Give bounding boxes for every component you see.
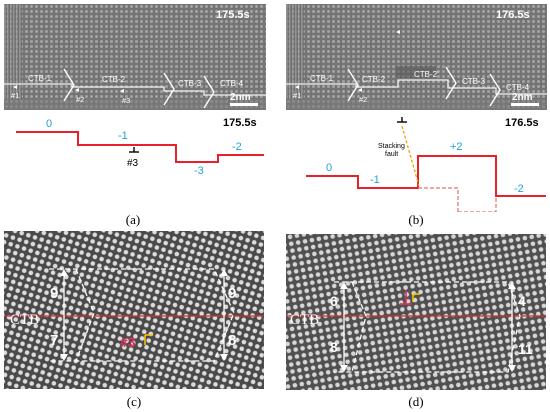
burgers-circuit [75,268,95,362]
ctb-label: CTB-3 [462,77,486,86]
atomic-count: 4 [518,293,526,309]
segment-divider-chevron [347,68,359,102]
marker-arrow-icon [120,89,124,93]
panel-b-tem-image: 176.5s CTB-1 CTB-2 CTB-2' CTB-3 CTB-4 #1… [286,4,547,110]
ctb-trace-line [4,83,266,96]
panel-b-step-diagram: 176.5s 0 -1 +2 -2 Stacking fault [286,112,550,212]
step-label: +2 [450,141,463,153]
ctb-step-dashed [458,196,497,212]
ctb-label: CTB-1 [310,74,334,83]
panel-a-diagram-svg: 175.5s 0 -1 -3 -2 #3 [16,117,264,177]
step-label: 0 [46,118,52,130]
grain-boundary-region [4,4,22,99]
atomic-count: 7 [50,332,58,349]
ctb-label: CTB [290,312,319,328]
time-label: 175.5s [216,9,250,21]
scale-bar [230,103,258,106]
scale-bar-label: 2nm [230,92,251,103]
ctb-label: CTB-4 [220,79,244,88]
atomic-count: 9 [228,285,236,302]
time-label: 176.5s [496,9,530,21]
atomic-count: 6 [330,293,338,309]
lattice-background [286,234,546,390]
burgers-circuit [334,281,521,373]
stacking-fault-region [396,66,436,78]
atomic-count: 8 [330,339,338,355]
dislocation-label: #3 [127,158,139,169]
panel-d-hrtem-image: CTB 6 8 4 11 [286,234,546,390]
step-label: -3 [194,165,204,177]
panel-b-diagram-svg: 176.5s 0 -1 +2 -2 Stacking fault [306,117,546,212]
panel-c-svg: CTB 9 7 9 8 #3 [4,231,264,389]
burgers-circuit [49,268,235,362]
marker-arrow-icon [75,88,79,92]
burgers-circuit [351,281,367,373]
dislocation-symbol-icon [397,117,407,123]
panel-b-tem-svg: 176.5s CTB-1 CTB-2 CTB-2' CTB-3 CTB-4 #1… [286,4,547,110]
panel-a-tem-svg: 175.5s CTB-1 CTB-2 CTB-3 CTB-4 #1 #2 #3 … [4,4,266,110]
ctb-label: CTB-3 [178,79,202,88]
atomic-count: 11 [518,341,533,357]
segment-divider-chevron [489,73,501,107]
ctb-label: CTB-1 [28,74,52,83]
ctb-label: CTB-2 [102,75,126,84]
ctb-step-line [306,155,546,197]
fault-label: Stacking [378,143,405,150]
dislocation-marker-icon [400,290,420,305]
segment-divider-chevron [445,66,457,100]
marker-arrow-icon [396,30,400,34]
segment-divider-chevron [163,72,175,106]
segment-divider-chevron [203,75,215,109]
fault-label: fault [385,151,398,158]
dislocation-label: #3 [120,334,136,350]
burgers-vector-icon [144,334,153,345]
lattice-background [4,4,266,110]
grain-boundary-region [286,4,304,99]
panel-caption: (a) [125,212,141,227]
panel-a-tem-image: 175.5s CTB-1 CTB-2 CTB-3 CTB-4 #1 #2 #3 … [4,4,266,110]
panel-caption: (d) [408,394,424,409]
step-label: 0 [326,162,332,174]
ctb-step-line [16,131,264,163]
ctb-label: CTB-4 [506,83,530,92]
dislocation-symbol-icon [129,147,139,153]
marker-arrow-icon [13,85,17,89]
lattice-background [4,231,264,389]
scale-bar [511,103,539,106]
marker-label: #2 [359,95,367,104]
panel-a-step-diagram: 175.5s 0 -1 -3 -2 #3 [4,112,270,194]
marker-label: #1 [293,91,301,100]
panel-caption: (c) [126,394,142,409]
stacking-fault-line [401,125,420,187]
step-label: -1 [118,130,128,142]
panel-c-hrtem-image: CTB 9 7 9 8 #3 [4,231,264,389]
panel-caption: (b) [408,212,424,227]
time-label: 175.5s [223,117,257,129]
segment-divider-chevron [63,68,75,102]
time-label: 176.5s [505,117,539,129]
ctb-step-dashed [418,187,459,212]
scale-bar-label: 2nm [512,92,533,103]
marker-arrow-icon [358,88,362,92]
step-label: -2 [232,141,242,153]
step-label: -2 [514,183,524,195]
panel-d-svg: CTB 6 8 4 11 [286,234,546,390]
ctb-label: CTB-2' [414,70,439,79]
marker-label: #3 [122,96,130,105]
step-label: -1 [370,174,380,186]
marker-label: #1 [11,91,19,100]
ctb-label: CTB [10,312,39,328]
ctb-trace-line [286,79,547,95]
atomic-count: 8 [228,332,236,349]
marker-arrow-icon [295,85,299,89]
marker-label: #2 [76,95,84,104]
atomic-count: 9 [50,285,58,302]
lattice-background [286,4,547,110]
ctb-label: CTB-2 [362,75,386,84]
